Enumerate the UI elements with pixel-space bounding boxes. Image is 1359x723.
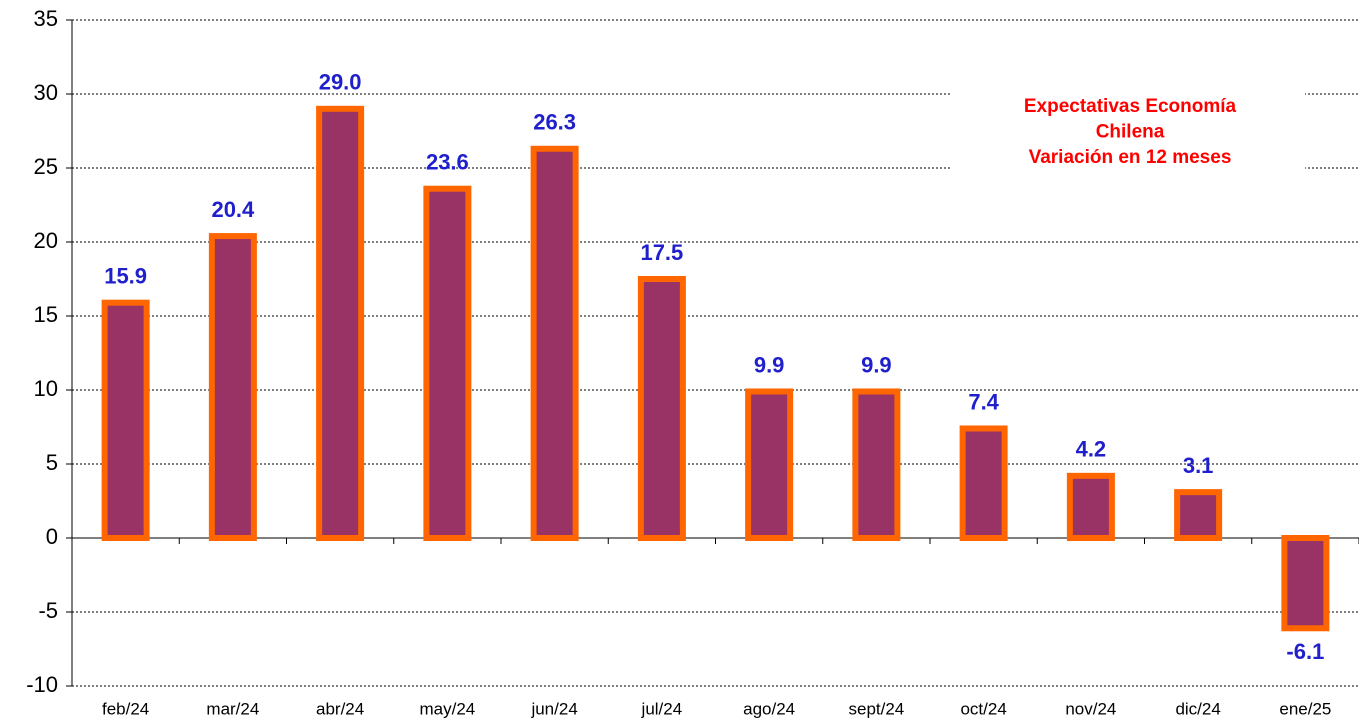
value-label: -6.1 — [1286, 639, 1324, 664]
title-box — [950, 80, 1305, 180]
value-label: 20.4 — [211, 197, 255, 222]
bar — [959, 425, 1008, 542]
y-tick-label: 30 — [34, 80, 58, 105]
value-label: 3.1 — [1183, 453, 1214, 478]
y-tick-label: 20 — [34, 228, 58, 253]
y-tick-label: 0 — [46, 524, 58, 549]
y-tick-label: -10 — [26, 672, 58, 697]
bar — [852, 388, 901, 542]
bar — [1066, 472, 1115, 541]
bar — [745, 388, 794, 542]
value-label: 7.4 — [968, 389, 999, 414]
y-tick-label: 25 — [34, 154, 58, 179]
bar — [316, 105, 365, 542]
bar — [101, 299, 150, 541]
y-tick-label: 5 — [46, 450, 58, 475]
bar — [637, 276, 686, 541]
x-tick-label: ago/24 — [743, 699, 795, 718]
value-label: 26.3 — [533, 110, 576, 135]
y-tick-label: -5 — [38, 598, 58, 623]
value-label: 23.6 — [426, 150, 469, 175]
x-tick-label: sept/24 — [848, 699, 904, 718]
chart-title: Chilena — [1096, 122, 1165, 143]
bar — [423, 185, 472, 541]
x-tick-label: dic/24 — [1175, 699, 1220, 718]
value-label: 29.0 — [319, 70, 362, 95]
x-tick-label: abr/24 — [316, 699, 364, 718]
value-label: 9.9 — [861, 352, 892, 377]
x-tick-label: nov/24 — [1065, 699, 1116, 718]
value-label: 15.9 — [104, 263, 147, 288]
value-label: 17.5 — [640, 240, 683, 265]
y-tick-label: 10 — [34, 376, 58, 401]
chart-title: Variación en 12 meses — [1029, 147, 1232, 168]
bar — [1174, 489, 1223, 541]
bar — [1281, 535, 1330, 632]
chart-title: Expectativas Economía — [1024, 96, 1237, 117]
x-tick-label: jul/24 — [641, 699, 683, 718]
x-tick-label: feb/24 — [102, 699, 149, 718]
bar — [208, 233, 257, 542]
value-label: 4.2 — [1076, 437, 1107, 462]
x-tick-label: ene/25 — [1279, 699, 1331, 718]
x-tick-label: jun/24 — [530, 699, 577, 718]
y-tick-label: 15 — [34, 302, 58, 327]
value-label: 9.9 — [754, 352, 785, 377]
x-tick-label: mar/24 — [206, 699, 259, 718]
x-tick-label: may/24 — [420, 699, 476, 718]
x-tick-label: oct/24 — [960, 699, 1006, 718]
y-tick-label: 35 — [34, 6, 58, 31]
bar — [530, 145, 579, 541]
